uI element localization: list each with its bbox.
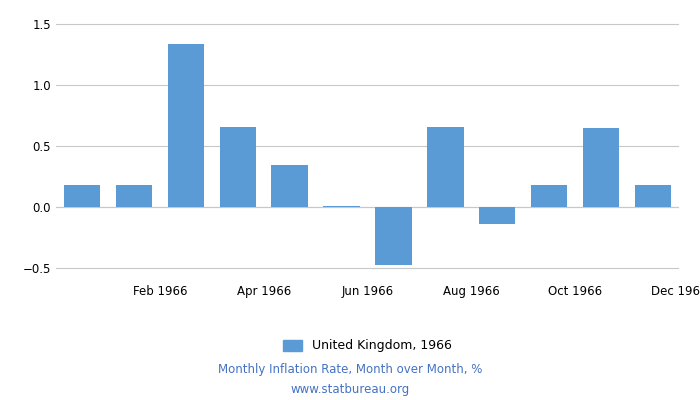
Bar bbox=[479, 207, 515, 224]
Bar bbox=[427, 126, 463, 207]
Bar bbox=[375, 207, 412, 265]
Bar bbox=[635, 185, 671, 207]
Text: Monthly Inflation Rate, Month over Month, %: Monthly Inflation Rate, Month over Month… bbox=[218, 364, 482, 376]
Bar bbox=[220, 126, 256, 207]
Bar bbox=[116, 185, 152, 207]
Bar bbox=[272, 166, 308, 207]
Bar bbox=[64, 185, 100, 207]
Bar bbox=[167, 44, 204, 207]
Legend: United Kingdom, 1966: United Kingdom, 1966 bbox=[278, 334, 457, 358]
Text: www.statbureau.org: www.statbureau.org bbox=[290, 384, 410, 396]
Bar bbox=[583, 128, 620, 207]
Bar bbox=[323, 206, 360, 207]
Bar bbox=[531, 185, 568, 207]
